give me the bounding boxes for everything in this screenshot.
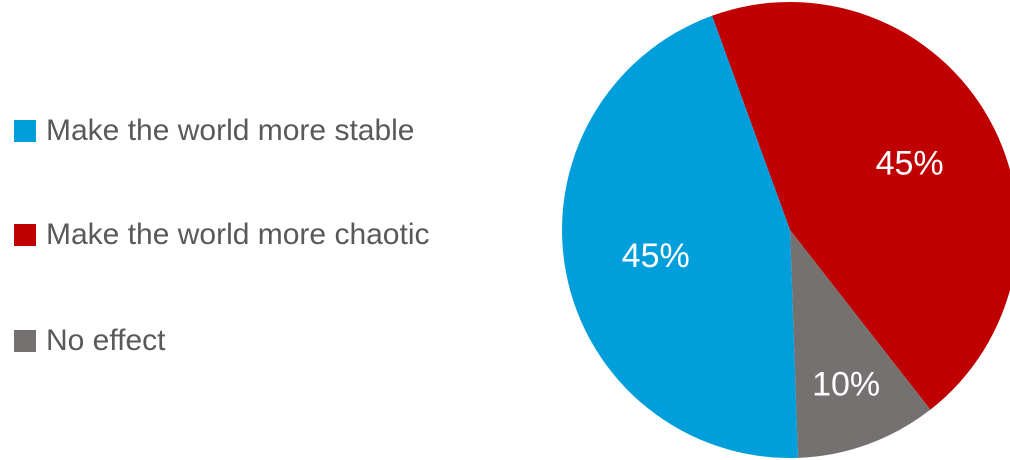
legend-item-stable: Make the world more stable (14, 111, 415, 151)
legend-swatch-stable (14, 120, 36, 142)
pie-label-no-effect: 10% (812, 365, 880, 403)
pie-slice-chaotic (712, 2, 1010, 410)
legend-item-no-effect: No effect (14, 321, 166, 361)
legend-swatch-no-effect (14, 330, 36, 352)
legend-label-chaotic: Make the world more chaotic (46, 218, 430, 251)
pie-slice-stable (562, 15, 798, 458)
legend-item-chaotic: Make the world more chaotic (14, 215, 430, 255)
pie-label-chaotic: 45% (876, 145, 944, 183)
legend-label-no-effect: No effect (46, 324, 166, 357)
pie-label-stable: 45% (622, 237, 690, 275)
pie-slices (562, 2, 1010, 458)
pie-labels: 45% 10% 45% (622, 145, 944, 404)
legend-swatch-chaotic (14, 224, 36, 246)
chart-legend: Make the world more stable Make the worl… (14, 0, 534, 460)
legend-label-stable: Make the world more stable (46, 114, 415, 147)
pie-slice-no-effect (790, 230, 931, 458)
